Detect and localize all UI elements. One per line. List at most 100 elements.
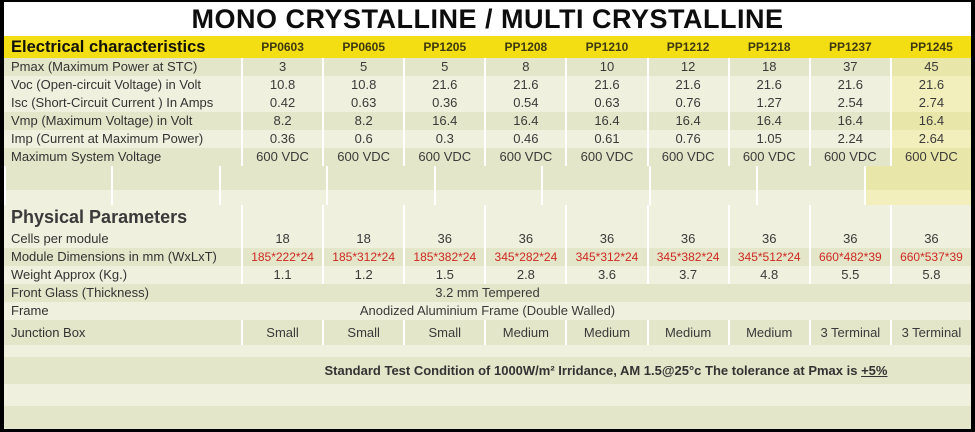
value-cell: 36 [403,230,484,248]
value-cell: 0.76 [646,130,728,148]
column-header-PP1208: PP1208 [504,40,548,54]
value-cell: 45 [889,58,971,76]
value-cell: 18 [322,230,403,248]
value-cell: 1.5 [403,266,484,284]
row-label: Vmp (Maximum Voltage) in Volt [11,113,193,128]
electrical-section-label: Electrical characteristics [11,38,206,56]
table-row: Voc (Open-circuit Voltage) in Volt 10.8 10… [4,76,971,94]
value-cell: 185*382*24 [403,248,484,266]
spacer-cell [403,205,484,230]
spacer-cell [808,205,890,230]
value-cell: 10 [565,58,646,76]
row-label: Junction Box [11,325,86,340]
value-cell: 345*282*24 [484,248,565,266]
spacer-cell [646,205,728,230]
value-cell: 8.2 [241,112,322,130]
row-label: Frame [11,303,49,318]
value-cell: 36 [808,230,890,248]
row-label: Voc (Open-circuit Voltage) in Volt [11,77,202,92]
value-cell: 21.6 [808,76,890,94]
span-value: Anodized Aluminium Frame (Double Walled) [359,303,616,318]
value-cell: 16.4 [484,112,565,130]
value-cell: 3 Terminal [889,320,971,345]
row-label: Pmax (Maximum Power at STC) [11,59,198,74]
bottom-band-sage [4,406,971,429]
spacer-cell [322,205,403,230]
value-cell: 5 [322,58,403,76]
footer-band: Standard Test Condition of 1000W/m² Irri… [4,357,971,384]
value-cell: 21.6 [889,76,971,94]
value-cell: 16.4 [403,112,484,130]
column-header-PP1237: PP1237 [828,40,872,54]
value-cell: 21.6 [484,76,565,94]
page-title: MONO CRYSTALLINE / MULTI CRYSTALLINE [191,3,784,34]
value-cell: 5 [403,58,484,76]
row-label: Front Glass (Thickness) [11,285,149,300]
row-label: Isc (Short-Circuit Current ) In Amps [11,95,214,110]
value-cell: 21.6 [727,76,809,94]
value-cell: 2.24 [808,130,890,148]
value-cell: 16.4 [565,112,646,130]
spacer-cell [111,166,218,190]
spacer-cell [648,190,756,205]
value-cell: 0.3 [403,130,484,148]
spacer-cell [433,166,541,190]
spacer-cell [756,190,863,205]
table-row: Weight Approx (Kg.) 1.1 1.2 1.5 2.8 3.6 3.7 4.8… [4,266,971,284]
table-row: Isc (Short-Circuit Current ) In Amps 0.42… [4,94,971,112]
value-cell: 8 [484,58,565,76]
value-cell: 12 [646,58,728,76]
table-row: Vmp (Maximum Voltage) in Volt 8.2 8.2 16.4 1… [4,112,971,130]
value-cell: 36 [727,230,809,248]
spacer-cell [4,166,111,190]
table-row: Cells per module 18 18 36 36 36 36 36 36 36 [4,230,971,248]
value-cell: 185*222*24 [241,248,322,266]
value-cell: 0.6 [322,130,403,148]
value-cell: 36 [646,230,728,248]
value-cell: 4.8 [727,266,809,284]
spacer-cell [218,166,326,190]
value-cell: 0.63 [565,94,646,112]
spacer-cell [111,190,218,205]
spacer-cell [648,166,756,190]
value-cell: 5.5 [808,266,890,284]
value-cell: 21.6 [403,76,484,94]
span-value: 3.2 mm Tempered [435,285,540,300]
value-cell: 3 Terminal [808,320,890,345]
value-cell: 10.8 [322,76,403,94]
spacer-row [4,166,971,190]
physical-section-label: Physical Parameters [11,207,188,227]
value-cell: Medium [565,320,646,345]
value-cell: 3.7 [646,266,728,284]
value-cell: 21.6 [565,76,646,94]
value-cell: Medium [484,320,565,345]
value-cell: Small [322,320,403,345]
spacer-cell [241,205,322,230]
value-cell: 2.54 [808,94,890,112]
physical-header-row: Physical Parameters [4,205,971,230]
spacer-cell [484,205,565,230]
value-cell: 185*312*24 [322,248,403,266]
value-cell: 600 VDC [241,148,322,166]
value-cell: 1.1 [241,266,322,284]
value-cell: 37 [808,58,890,76]
column-header-PP0603: PP0603 [261,40,304,54]
physical-rows: Cells per module 18 18 36 36 36 36 36 36 36 Module… [4,230,971,345]
spacer-cell [541,166,648,190]
footer-note: Standard Test Condition of 1000W/m² Irri… [241,357,971,384]
spacer-cell [756,166,863,190]
electrical-rows: Pmax (Maximum Power at STC) 3 5 5 8 10 12 18 37 4… [4,58,971,166]
row-label: Cells per module [11,231,109,246]
value-cell: 345*312*24 [565,248,646,266]
column-header-PP1245: PP1245 [910,40,953,54]
value-cell: 1.2 [322,266,403,284]
value-cell: Small [403,320,484,345]
value-cell: 0.61 [565,130,646,148]
value-cell: 2.64 [889,130,971,148]
value-cell: 5.8 [889,266,971,284]
value-cell: 18 [241,230,322,248]
value-cell: 3.6 [565,266,646,284]
value-cell: 600 VDC [889,148,971,166]
value-cell: 600 VDC [403,148,484,166]
